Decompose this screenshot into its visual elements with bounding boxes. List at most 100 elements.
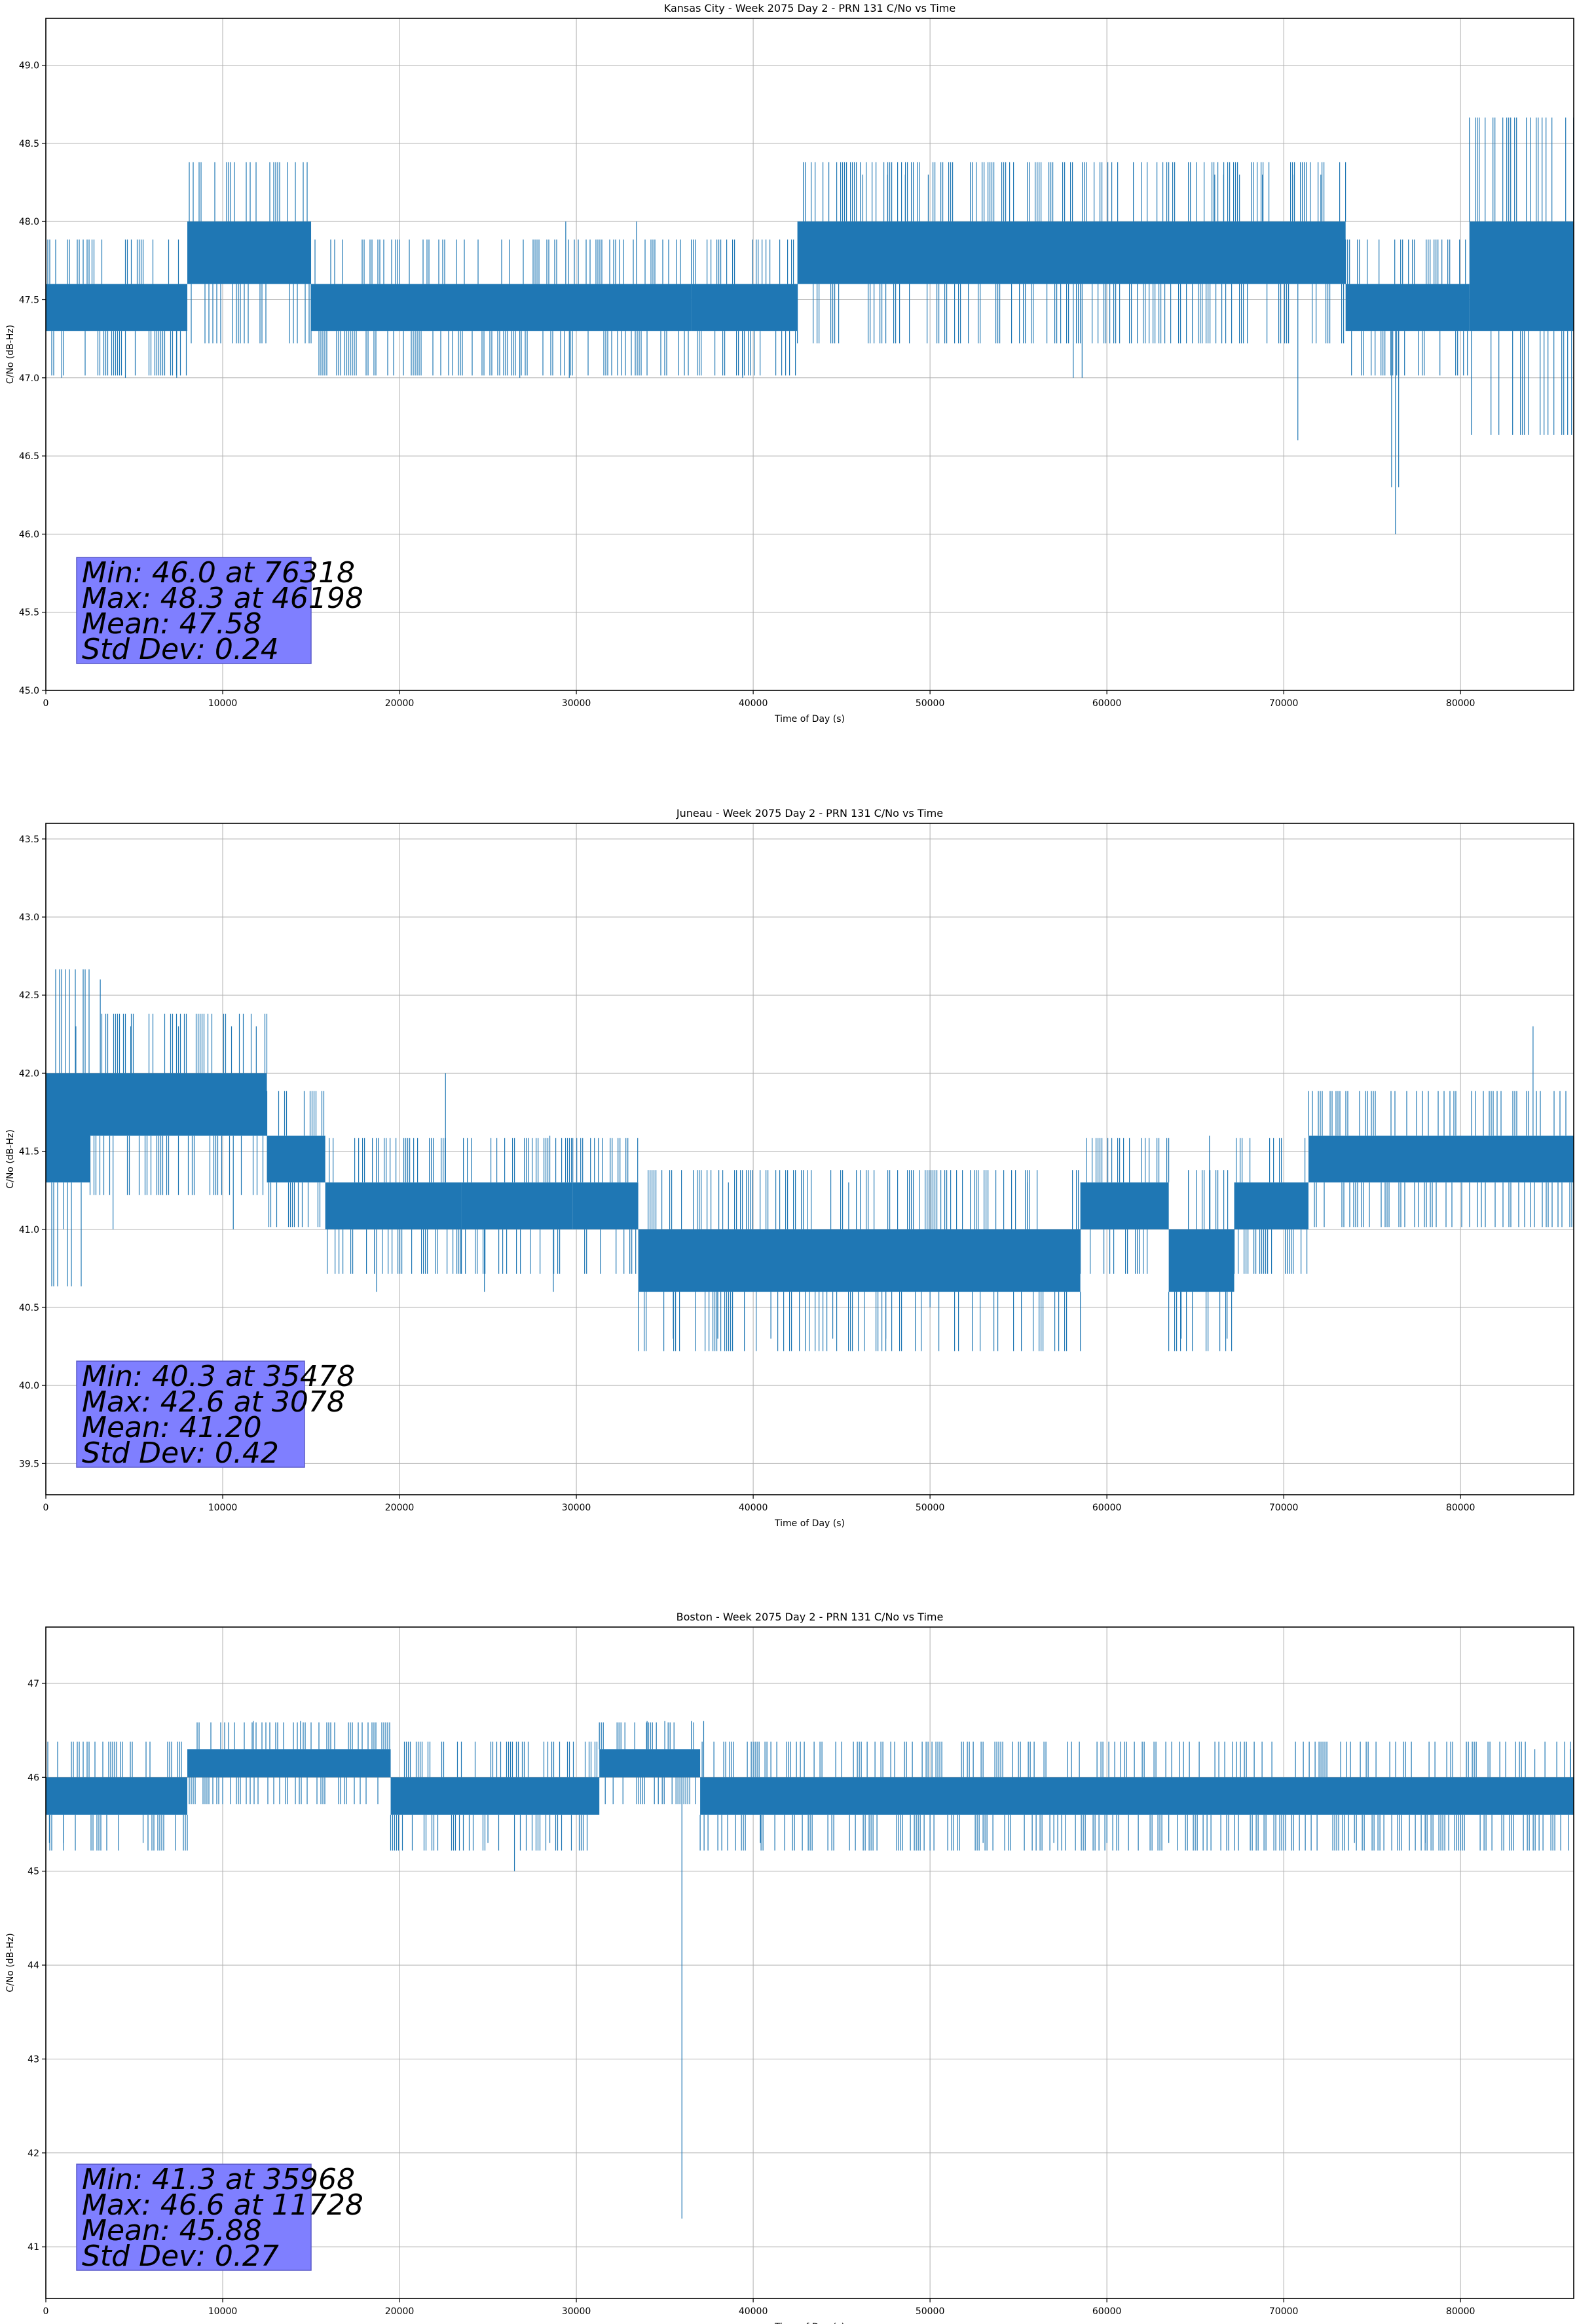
stats-line: Min: 40.3 at 35478	[82, 1360, 355, 1393]
x-tick-label: 70000	[1269, 698, 1299, 709]
x-tick-label: 10000	[208, 2306, 238, 2317]
x-tick-label: 20000	[385, 1503, 415, 1513]
y-axis-label: C/No (dB-Hz)	[5, 1933, 16, 1992]
data-band-dither	[1168, 1170, 1233, 1351]
y-tick-label: 43.0	[19, 912, 39, 923]
data-band	[638, 1229, 1081, 1292]
y-tick-label: 46.5	[19, 451, 39, 462]
data-band-dither	[51, 969, 90, 1286]
data-band-dither	[1345, 239, 1468, 376]
data-band	[46, 1777, 188, 1815]
y-tick-label: 47	[28, 1679, 39, 1689]
data-band-dither	[1234, 1138, 1308, 1274]
y-tick-label: 41.0	[19, 1225, 39, 1235]
x-tick-label: 40000	[739, 1503, 768, 1513]
data-band	[90, 1073, 267, 1136]
data-band	[1308, 1135, 1574, 1183]
y-tick-label: 46.0	[19, 529, 39, 540]
y-tick-label: 46	[28, 1772, 39, 1783]
y-tick-label: 42.5	[19, 990, 39, 1001]
stats-line: Min: 46.0 at 76318	[82, 556, 355, 590]
x-tick-label: 10000	[208, 1503, 238, 1513]
data-band-dither	[797, 162, 1346, 344]
stats-line: Max: 46.6 at 11728	[82, 2188, 363, 2222]
data-band-dither	[638, 1170, 1081, 1351]
x-tick-label: 0	[43, 698, 49, 709]
x-tick-label: 0	[43, 2306, 49, 2317]
x-tick-label: 50000	[916, 1503, 945, 1513]
data-band	[46, 284, 90, 331]
y-tick-label: 44	[28, 1960, 39, 1971]
y-tick-label: 42.0	[19, 1068, 39, 1079]
x-tick-label: 60000	[1092, 2306, 1122, 2317]
plot-frame	[45, 1626, 1574, 2299]
x-tick-label: 80000	[1446, 1503, 1475, 1513]
data-band-dither	[266, 1091, 325, 1228]
data-band-dither	[699, 1741, 1571, 1851]
data-band	[797, 221, 1346, 284]
x-tick-label: 60000	[1092, 698, 1122, 709]
x-tick-label: 80000	[1446, 698, 1475, 709]
y-tick-label: 45.5	[19, 608, 39, 618]
data-band-dither	[1080, 1138, 1170, 1274]
data-band-dither	[599, 1722, 696, 1805]
x-tick-label: 50000	[916, 2306, 945, 2317]
x-tick-label: 30000	[562, 1503, 591, 1513]
stats-box	[76, 2164, 312, 2271]
data-band	[187, 1749, 391, 1778]
data-band-dither	[461, 1138, 572, 1274]
stats-line: Std Dev: 0.27	[82, 2240, 279, 2273]
data-band	[1469, 221, 1574, 331]
stats-line: Max: 42.6 at 3078	[82, 1385, 345, 1419]
x-tick-label: 60000	[1092, 1503, 1122, 1513]
stats-line: Min: 41.3 at 35968	[82, 2163, 355, 2196]
data-band-dither	[91, 239, 187, 376]
data-band-dither	[572, 1138, 639, 1274]
x-tick-label: 10000	[208, 698, 238, 709]
x-tick-label: 70000	[1269, 1503, 1299, 1513]
x-axis-label: Time of Day (s)	[774, 714, 845, 724]
chart-panel-3: Boston - Week 2075 Day 2 - PRN 131 C/No …	[5, 1611, 1574, 2324]
data-band	[390, 1777, 600, 1815]
chart-panel-1: Kansas City - Week 2075 Day 2 - PRN 131 …	[5, 2, 1574, 724]
x-axis-label: Time of Day (s)	[774, 2322, 845, 2324]
data-band	[1345, 284, 1470, 331]
y-tick-label: 43	[28, 2054, 39, 2065]
data-band-dither	[390, 1741, 598, 1851]
y-tick-label: 39.5	[19, 1459, 39, 1469]
plot-frame	[45, 18, 1574, 691]
data-band-dither	[46, 239, 90, 376]
y-tick-label: 48.0	[19, 217, 39, 227]
y-tick-label: 41	[28, 2242, 39, 2253]
data-band-dither	[327, 1138, 462, 1274]
data-band	[1234, 1182, 1308, 1229]
plot-frame	[45, 823, 1574, 1495]
data-series	[46, 1721, 1574, 2219]
x-tick-label: 40000	[739, 698, 768, 709]
y-tick-label: 42	[28, 2148, 39, 2159]
stats-line: Max: 48.3 at 46198	[82, 582, 363, 615]
data-band	[1168, 1229, 1234, 1292]
y-tick-label: 40.0	[19, 1381, 39, 1391]
x-tick-label: 30000	[562, 2306, 591, 2317]
stats-line: Std Dev: 0.42	[82, 1436, 279, 1470]
data-band-dither	[691, 239, 796, 376]
x-tick-label: 20000	[385, 698, 415, 709]
x-tick-label: 50000	[916, 698, 945, 709]
y-tick-label: 48.5	[19, 139, 39, 149]
stats-line: Mean: 47.58	[82, 607, 262, 641]
y-tick-label: 40.5	[19, 1303, 39, 1313]
data-band-dither	[189, 162, 312, 344]
data-band	[267, 1135, 325, 1183]
y-axis-label: C/No (dB-Hz)	[5, 325, 16, 384]
y-tick-label: 47.0	[19, 373, 39, 384]
x-tick-label: 20000	[385, 2306, 415, 2317]
x-tick-label: 0	[43, 1503, 49, 1513]
data-series	[46, 969, 1574, 1351]
x-axis-label: Time of Day (s)	[774, 1518, 845, 1529]
data-band	[311, 284, 692, 331]
chart-panel-2: Juneau - Week 2075 Day 2 - PRN 131 C/No …	[5, 807, 1574, 1529]
y-axis-label: C/No (dB-Hz)	[5, 1129, 16, 1188]
data-band	[700, 1777, 1574, 1815]
x-tick-label: 80000	[1446, 2306, 1475, 2317]
